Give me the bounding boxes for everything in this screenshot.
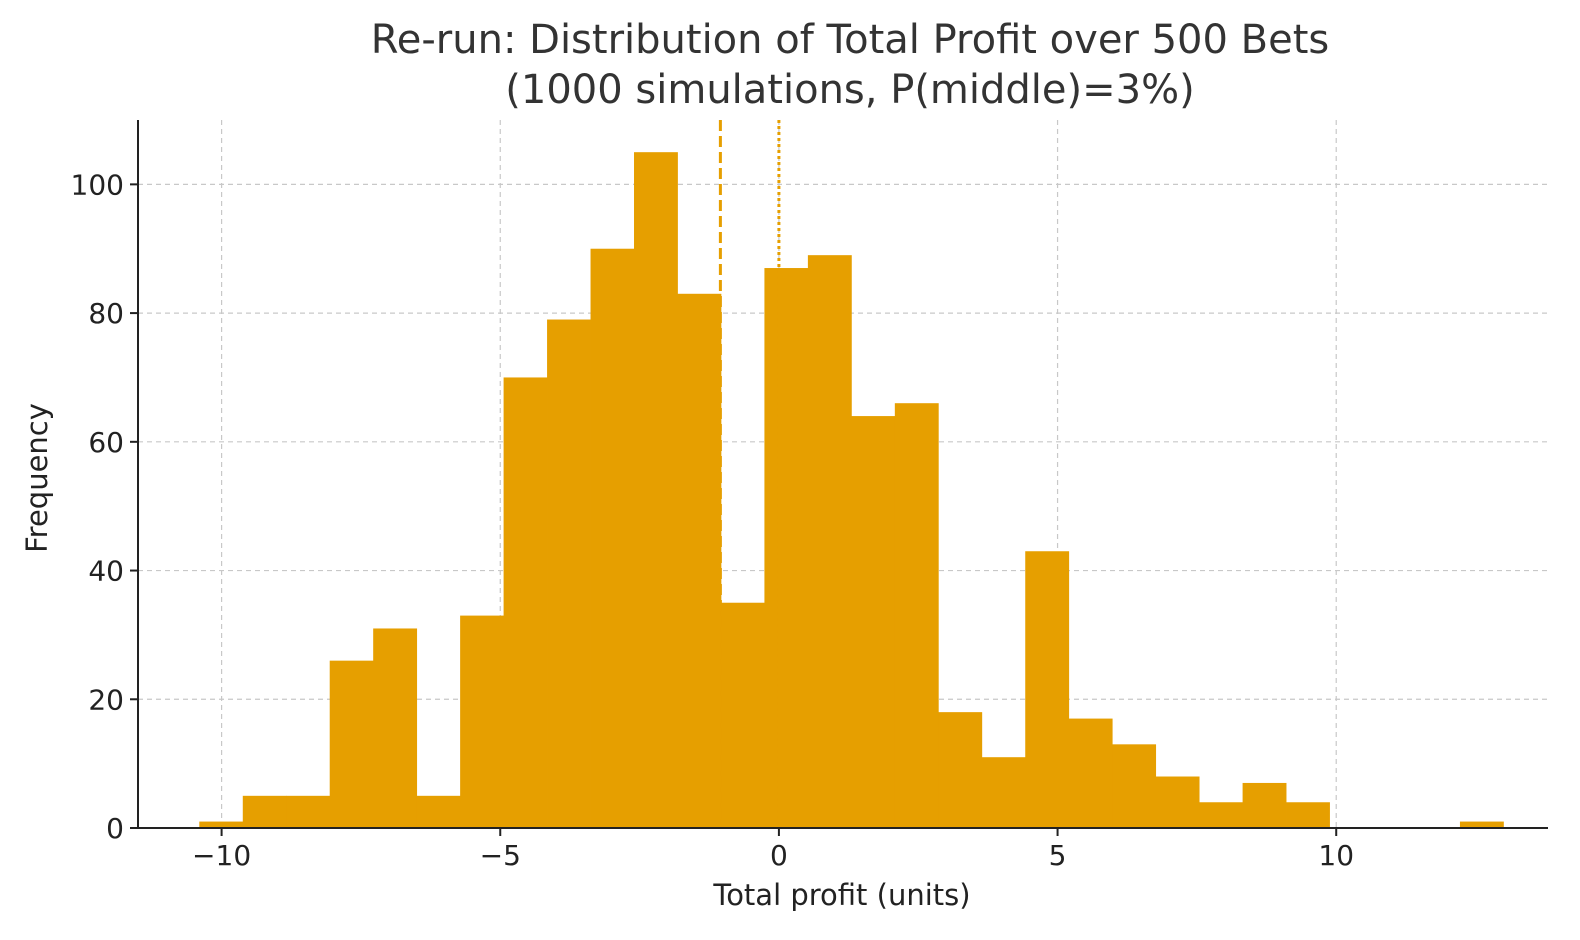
reference-lines-layer	[718, 120, 781, 828]
histogram-bar	[938, 712, 983, 828]
bars-layer	[199, 152, 1504, 828]
histogram-bar	[373, 628, 418, 828]
histogram-bar	[460, 615, 504, 828]
histogram-bar	[1286, 802, 1330, 828]
x-tick-label: −10	[192, 839, 251, 872]
histogram-bar	[503, 377, 548, 828]
x-tick-label: 0	[770, 839, 788, 872]
axes-layer	[137, 120, 1548, 829]
histogram-bar	[286, 795, 331, 828]
y-tick-label: 20	[88, 683, 124, 716]
histogram-bar	[1025, 551, 1070, 828]
histogram-bar	[590, 248, 635, 828]
y-tick-label: 0	[106, 812, 124, 845]
histogram-bar	[416, 795, 461, 828]
histogram-bar	[242, 795, 287, 828]
histogram-bar	[547, 319, 591, 828]
histogram-bar	[1155, 776, 1200, 828]
histogram-bar	[1242, 782, 1287, 828]
histogram-bar	[720, 602, 765, 828]
histogram-bar	[634, 152, 678, 828]
histogram-bar	[329, 660, 374, 828]
histogram-bar	[807, 255, 852, 828]
histogram-bar	[199, 821, 244, 828]
y-tick-label: 40	[88, 555, 124, 588]
histogram-bar	[981, 757, 1026, 828]
y-tick-label: 100	[71, 168, 124, 201]
histogram-bar	[1199, 802, 1243, 828]
histogram-bar	[1068, 718, 1113, 828]
y-axis-label: Frequency	[20, 403, 54, 553]
x-tick-label: 10	[1318, 839, 1354, 872]
chart-title-line2: (1000 simulations, P(middle)=3%)	[505, 67, 1194, 113]
chart-title-line1: Re-run: Distribution of Total Profit ove…	[371, 17, 1329, 63]
y-tick-label: 60	[88, 426, 124, 459]
histogram-bar	[894, 403, 939, 828]
x-axis-label: Total profit (units)	[712, 878, 970, 912]
histogram-bar	[764, 268, 809, 828]
x-tick-label: 5	[1049, 839, 1067, 872]
x-tick-label: −5	[480, 839, 521, 872]
histogram-bar	[1459, 821, 1504, 828]
histogram-bar	[677, 293, 722, 828]
histogram-bar	[1112, 744, 1157, 828]
histogram-bar	[851, 416, 896, 828]
y-tick-label: 80	[88, 297, 124, 330]
